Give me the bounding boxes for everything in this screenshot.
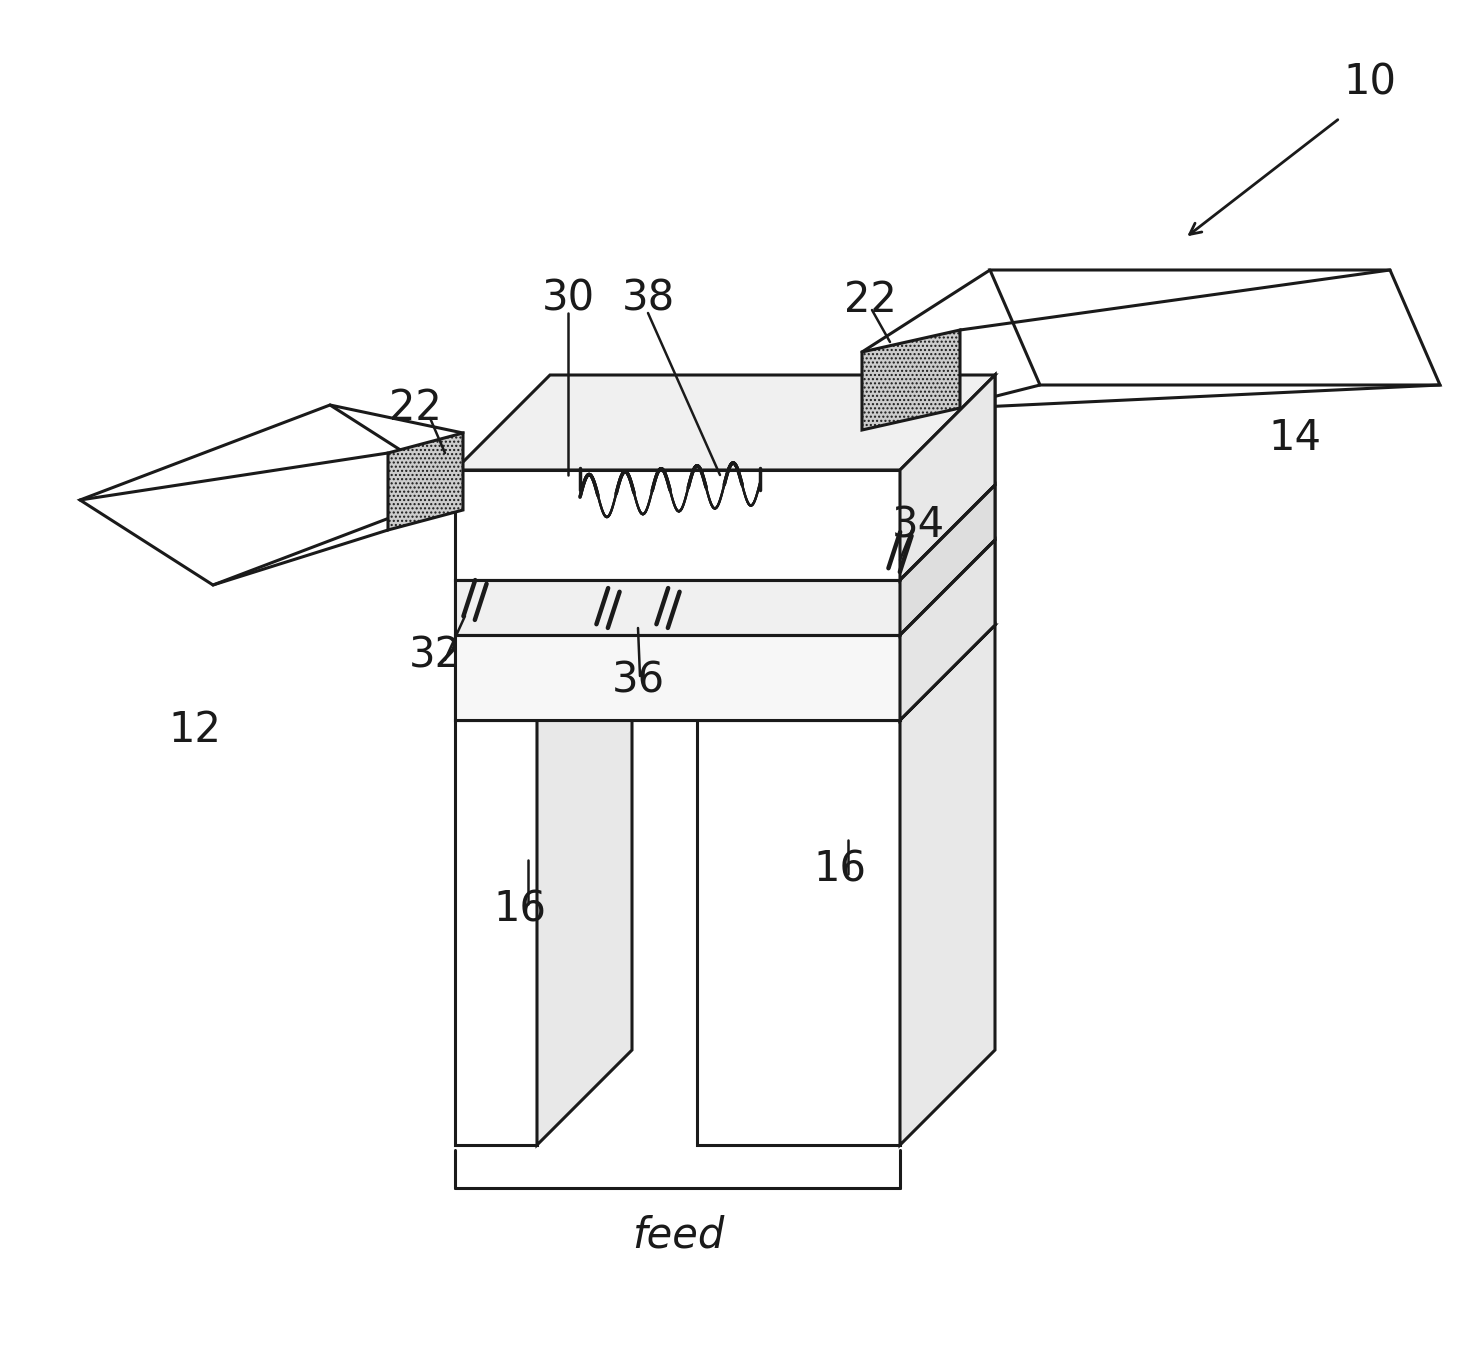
- Text: 22: 22: [844, 280, 896, 322]
- Polygon shape: [900, 375, 995, 579]
- Text: 30: 30: [542, 277, 595, 319]
- Polygon shape: [990, 270, 1441, 385]
- Polygon shape: [900, 375, 995, 721]
- Polygon shape: [697, 721, 900, 1145]
- Text: 14: 14: [1268, 417, 1321, 459]
- Polygon shape: [455, 579, 900, 721]
- Polygon shape: [697, 626, 995, 721]
- Polygon shape: [455, 579, 900, 635]
- Polygon shape: [455, 635, 900, 721]
- Polygon shape: [900, 540, 995, 721]
- Text: 38: 38: [621, 277, 675, 319]
- Polygon shape: [388, 433, 463, 531]
- Polygon shape: [537, 626, 632, 1145]
- Text: 36: 36: [611, 660, 664, 702]
- Text: 16: 16: [813, 849, 866, 892]
- Polygon shape: [455, 721, 537, 1145]
- Polygon shape: [900, 484, 995, 635]
- Text: feed: feed: [632, 1215, 725, 1257]
- Polygon shape: [862, 330, 959, 430]
- Text: 16: 16: [493, 889, 546, 931]
- Text: 22: 22: [388, 387, 441, 429]
- Text: 10: 10: [1343, 61, 1396, 103]
- Polygon shape: [455, 470, 900, 579]
- Polygon shape: [455, 375, 995, 470]
- Text: 12: 12: [168, 708, 221, 750]
- Polygon shape: [900, 626, 995, 1145]
- Text: 34: 34: [892, 503, 945, 546]
- Text: 32: 32: [409, 634, 462, 676]
- Polygon shape: [80, 404, 463, 585]
